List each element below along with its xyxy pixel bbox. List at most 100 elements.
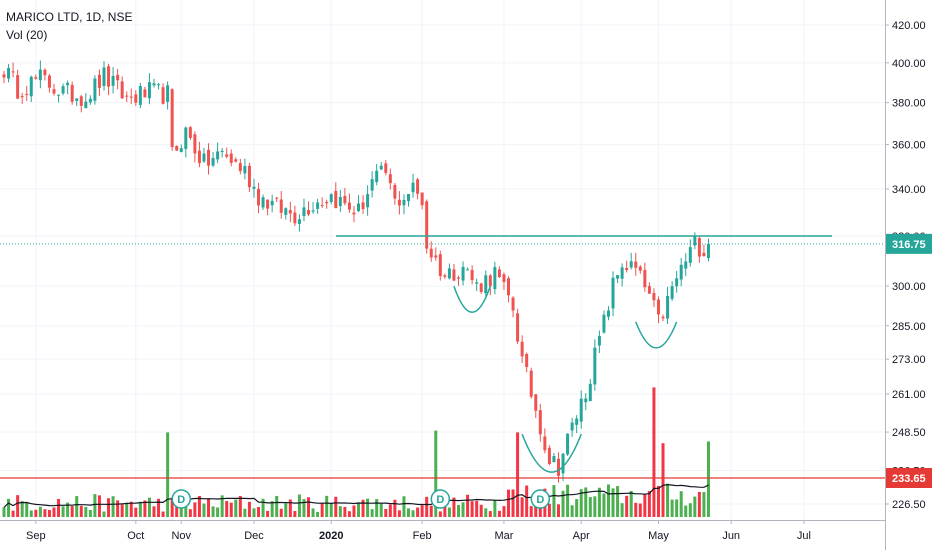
candle [147, 73, 151, 105]
volume-bar [447, 507, 451, 517]
time-axis[interactable]: Sep Oct Nov Dec 2020 Feb Mar Apr May Jun Jul [0, 520, 885, 550]
candle-body [461, 266, 465, 281]
volume-bar [702, 492, 706, 517]
candle-body [175, 145, 179, 151]
volume-bar [475, 500, 479, 517]
candle-body [75, 98, 79, 101]
volume-bar [61, 506, 65, 517]
volume-bar [597, 487, 601, 517]
candle-body [325, 201, 329, 204]
volume-bar [152, 506, 156, 517]
candle [438, 250, 442, 281]
candle [161, 83, 165, 105]
candle [670, 281, 674, 301]
candle-body [620, 267, 624, 279]
candle [52, 83, 56, 96]
candle [88, 95, 92, 105]
volume-bar [43, 509, 47, 517]
candle [388, 168, 392, 190]
volume-bar [506, 489, 510, 517]
candle [16, 69, 20, 100]
volume-bar [57, 498, 61, 517]
volume-bar [161, 511, 165, 517]
dividend-marker-circle [430, 489, 451, 509]
candle-body [134, 94, 138, 103]
candle [38, 60, 42, 89]
time-tick-label: Apr [573, 530, 590, 542]
candle-body [11, 71, 15, 73]
volume-bar [129, 501, 133, 517]
candle-body [543, 436, 547, 451]
candle-body [279, 199, 283, 213]
volume-bar [570, 505, 574, 517]
candle [220, 147, 224, 158]
candle [625, 260, 629, 273]
volume-bar [675, 499, 679, 517]
candle [257, 182, 261, 214]
volume-bar [2, 507, 6, 517]
volume-bar [338, 506, 342, 517]
candle-body [329, 194, 333, 202]
candle-body [366, 194, 370, 208]
candle [275, 196, 279, 203]
candle [679, 257, 683, 287]
candle-body [475, 282, 479, 284]
candle-body [229, 153, 233, 163]
candle-body [388, 174, 392, 184]
left-shoulder-arc [453, 286, 492, 314]
candle-body [316, 202, 320, 209]
volume-bar [361, 499, 365, 517]
candle [588, 379, 592, 402]
candle-body [2, 74, 6, 78]
price-axis[interactable]: 420.00400.00380.00360.00340.00320.00300.… [885, 0, 932, 550]
candle [461, 261, 465, 286]
candle-body [425, 201, 429, 249]
candle [416, 177, 420, 200]
candle-body [661, 316, 665, 319]
candle-body [120, 81, 124, 99]
volume-bar [234, 499, 238, 517]
candle-body [288, 210, 292, 214]
candle-body [693, 235, 697, 246]
volume-bar [216, 507, 220, 517]
candle-body [25, 93, 29, 95]
volume-bar [138, 501, 142, 517]
volume-bar [329, 502, 333, 517]
volume-bar [34, 509, 38, 517]
candle [552, 452, 556, 463]
candle-body [556, 458, 560, 476]
volume-bar [511, 489, 515, 517]
candle [197, 141, 201, 168]
candle [247, 162, 251, 192]
candle [466, 267, 470, 271]
candle [429, 241, 433, 262]
price-tick-label: 226.50 [892, 499, 926, 511]
price-tick-label: 360.00 [892, 140, 926, 152]
candle [84, 93, 88, 109]
candle [697, 235, 701, 263]
candle-body [184, 127, 188, 149]
candle-body [270, 200, 274, 206]
candle [643, 262, 647, 292]
volume-bar [229, 502, 233, 517]
candle-body [679, 264, 683, 280]
dividend-marker-label: D [536, 494, 544, 506]
candle [575, 415, 579, 434]
volume-bar [488, 511, 492, 517]
volume-bar [684, 505, 688, 517]
volume-bar [697, 491, 701, 517]
candle [211, 152, 215, 168]
candle-body [297, 219, 301, 224]
red-level-tag-bg [886, 468, 932, 488]
candle [370, 171, 374, 198]
candle [143, 86, 147, 98]
candle-body [61, 86, 65, 94]
candle [325, 199, 329, 209]
candle-body [238, 163, 242, 172]
candle-body [57, 94, 61, 96]
candle-body [670, 286, 674, 299]
candle-body [252, 186, 256, 189]
volume-bar [84, 506, 88, 517]
volume-bars [2, 387, 710, 517]
